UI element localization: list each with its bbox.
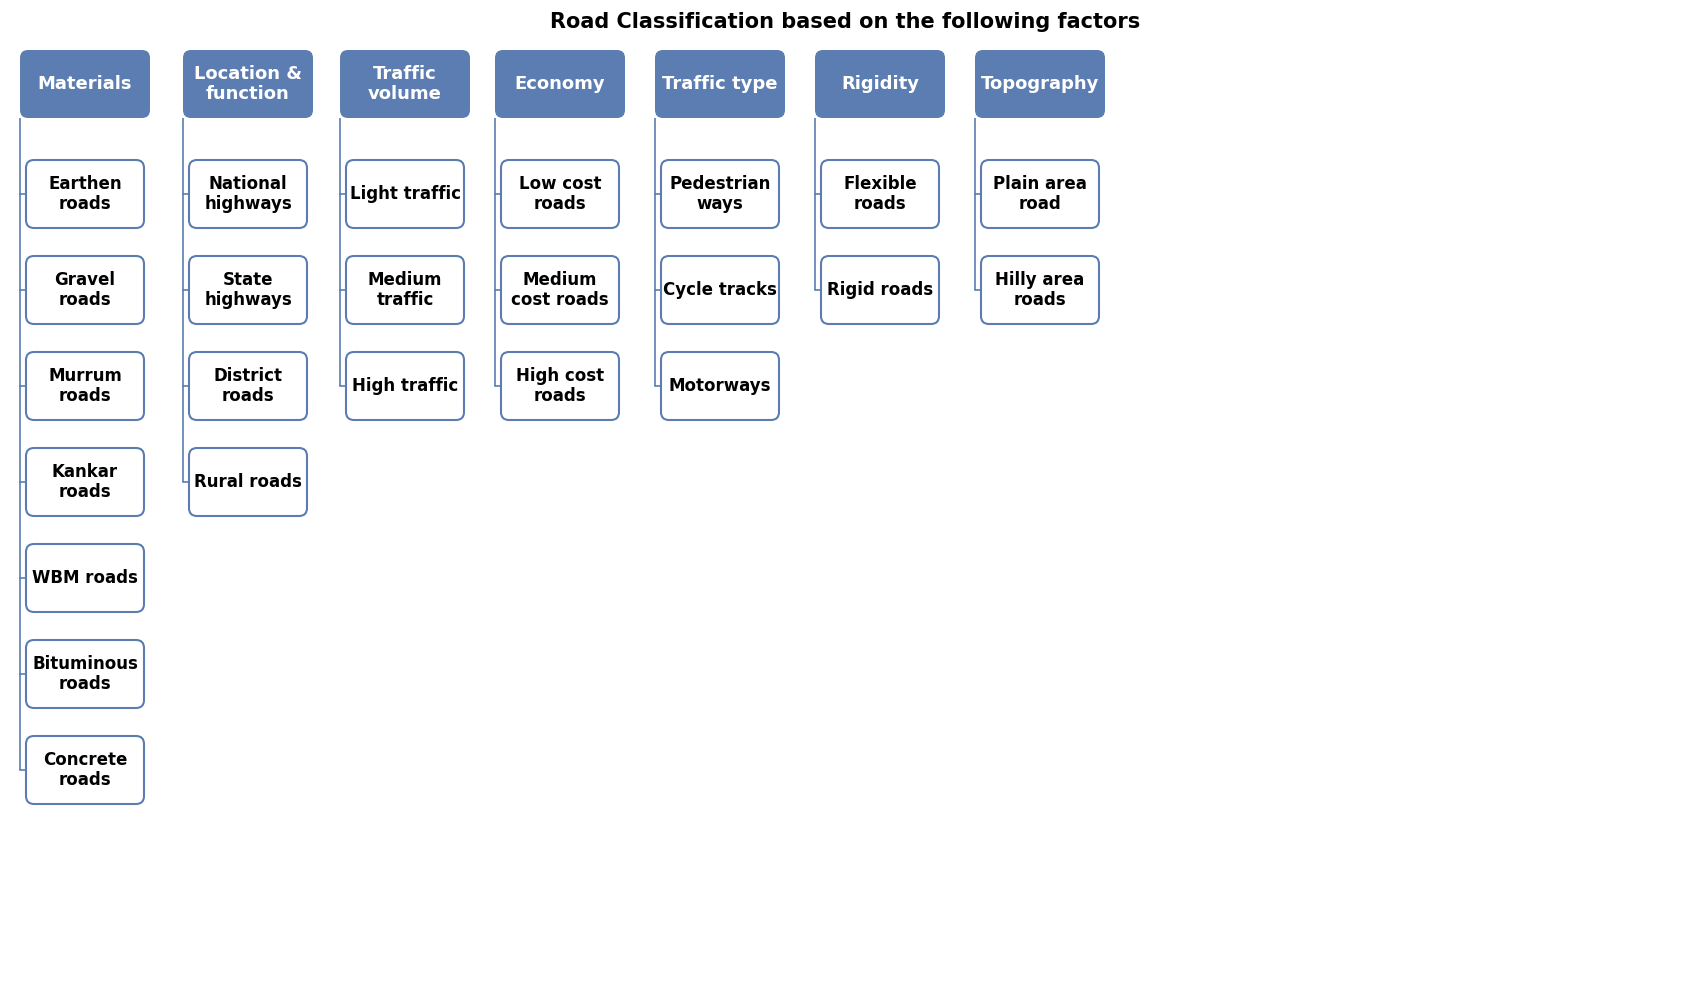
Text: WBM roads: WBM roads xyxy=(32,569,138,587)
Text: Economy: Economy xyxy=(515,75,605,93)
FancyBboxPatch shape xyxy=(660,160,779,228)
Text: Light traffic: Light traffic xyxy=(350,185,459,203)
FancyBboxPatch shape xyxy=(25,640,144,708)
FancyBboxPatch shape xyxy=(25,352,144,420)
FancyBboxPatch shape xyxy=(182,50,312,118)
Text: Pedestrian
ways: Pedestrian ways xyxy=(669,174,770,214)
FancyBboxPatch shape xyxy=(189,256,307,324)
Text: Plain area
road: Plain area road xyxy=(993,174,1086,214)
FancyBboxPatch shape xyxy=(346,352,464,420)
FancyBboxPatch shape xyxy=(500,160,618,228)
Text: Murrum
roads: Murrum roads xyxy=(47,367,122,405)
Text: Concrete
roads: Concrete roads xyxy=(42,751,127,789)
Text: Traffic type: Traffic type xyxy=(662,75,777,93)
Text: Bituminous
roads: Bituminous roads xyxy=(32,654,138,694)
Text: Flexible
roads: Flexible roads xyxy=(843,174,915,214)
Text: Rigid roads: Rigid roads xyxy=(826,281,932,299)
FancyBboxPatch shape xyxy=(660,352,779,420)
FancyBboxPatch shape xyxy=(821,256,939,324)
Text: Rural roads: Rural roads xyxy=(194,473,302,491)
FancyBboxPatch shape xyxy=(25,736,144,804)
FancyBboxPatch shape xyxy=(495,50,625,118)
FancyBboxPatch shape xyxy=(339,50,470,118)
FancyBboxPatch shape xyxy=(500,352,618,420)
Text: Cycle tracks: Cycle tracks xyxy=(662,281,777,299)
Text: Topography: Topography xyxy=(980,75,1098,93)
FancyBboxPatch shape xyxy=(189,160,307,228)
FancyBboxPatch shape xyxy=(980,160,1098,228)
Text: Medium
traffic: Medium traffic xyxy=(368,270,443,309)
FancyBboxPatch shape xyxy=(25,544,144,612)
Text: Medium
cost roads: Medium cost roads xyxy=(510,270,608,309)
FancyBboxPatch shape xyxy=(189,352,307,420)
FancyBboxPatch shape xyxy=(346,160,464,228)
FancyBboxPatch shape xyxy=(25,256,144,324)
FancyBboxPatch shape xyxy=(20,50,150,118)
Text: Location &
function: Location & function xyxy=(194,65,302,104)
Text: State
highways: State highways xyxy=(204,270,292,309)
Text: Materials: Materials xyxy=(37,75,132,93)
Text: Traffic
volume: Traffic volume xyxy=(368,65,443,104)
Text: High traffic: High traffic xyxy=(351,377,458,395)
Text: Earthen
roads: Earthen roads xyxy=(49,174,122,214)
FancyBboxPatch shape xyxy=(975,50,1105,118)
FancyBboxPatch shape xyxy=(660,256,779,324)
FancyBboxPatch shape xyxy=(980,256,1098,324)
FancyBboxPatch shape xyxy=(500,256,618,324)
FancyBboxPatch shape xyxy=(189,448,307,516)
FancyBboxPatch shape xyxy=(655,50,784,118)
FancyBboxPatch shape xyxy=(25,160,144,228)
Text: District
roads: District roads xyxy=(213,367,282,405)
FancyBboxPatch shape xyxy=(346,256,464,324)
Text: Road Classification based on the following factors: Road Classification based on the followi… xyxy=(549,12,1140,32)
Text: National
highways: National highways xyxy=(204,174,292,214)
FancyBboxPatch shape xyxy=(821,160,939,228)
Text: Gravel
roads: Gravel roads xyxy=(54,270,115,309)
Text: Kankar
roads: Kankar roads xyxy=(52,463,118,501)
Text: High cost
roads: High cost roads xyxy=(515,367,603,405)
Text: Rigidity: Rigidity xyxy=(841,75,919,93)
FancyBboxPatch shape xyxy=(814,50,944,118)
Text: Motorways: Motorways xyxy=(669,377,770,395)
FancyBboxPatch shape xyxy=(25,448,144,516)
Text: Hilly area
roads: Hilly area roads xyxy=(995,270,1084,309)
Text: Low cost
roads: Low cost roads xyxy=(519,174,601,214)
